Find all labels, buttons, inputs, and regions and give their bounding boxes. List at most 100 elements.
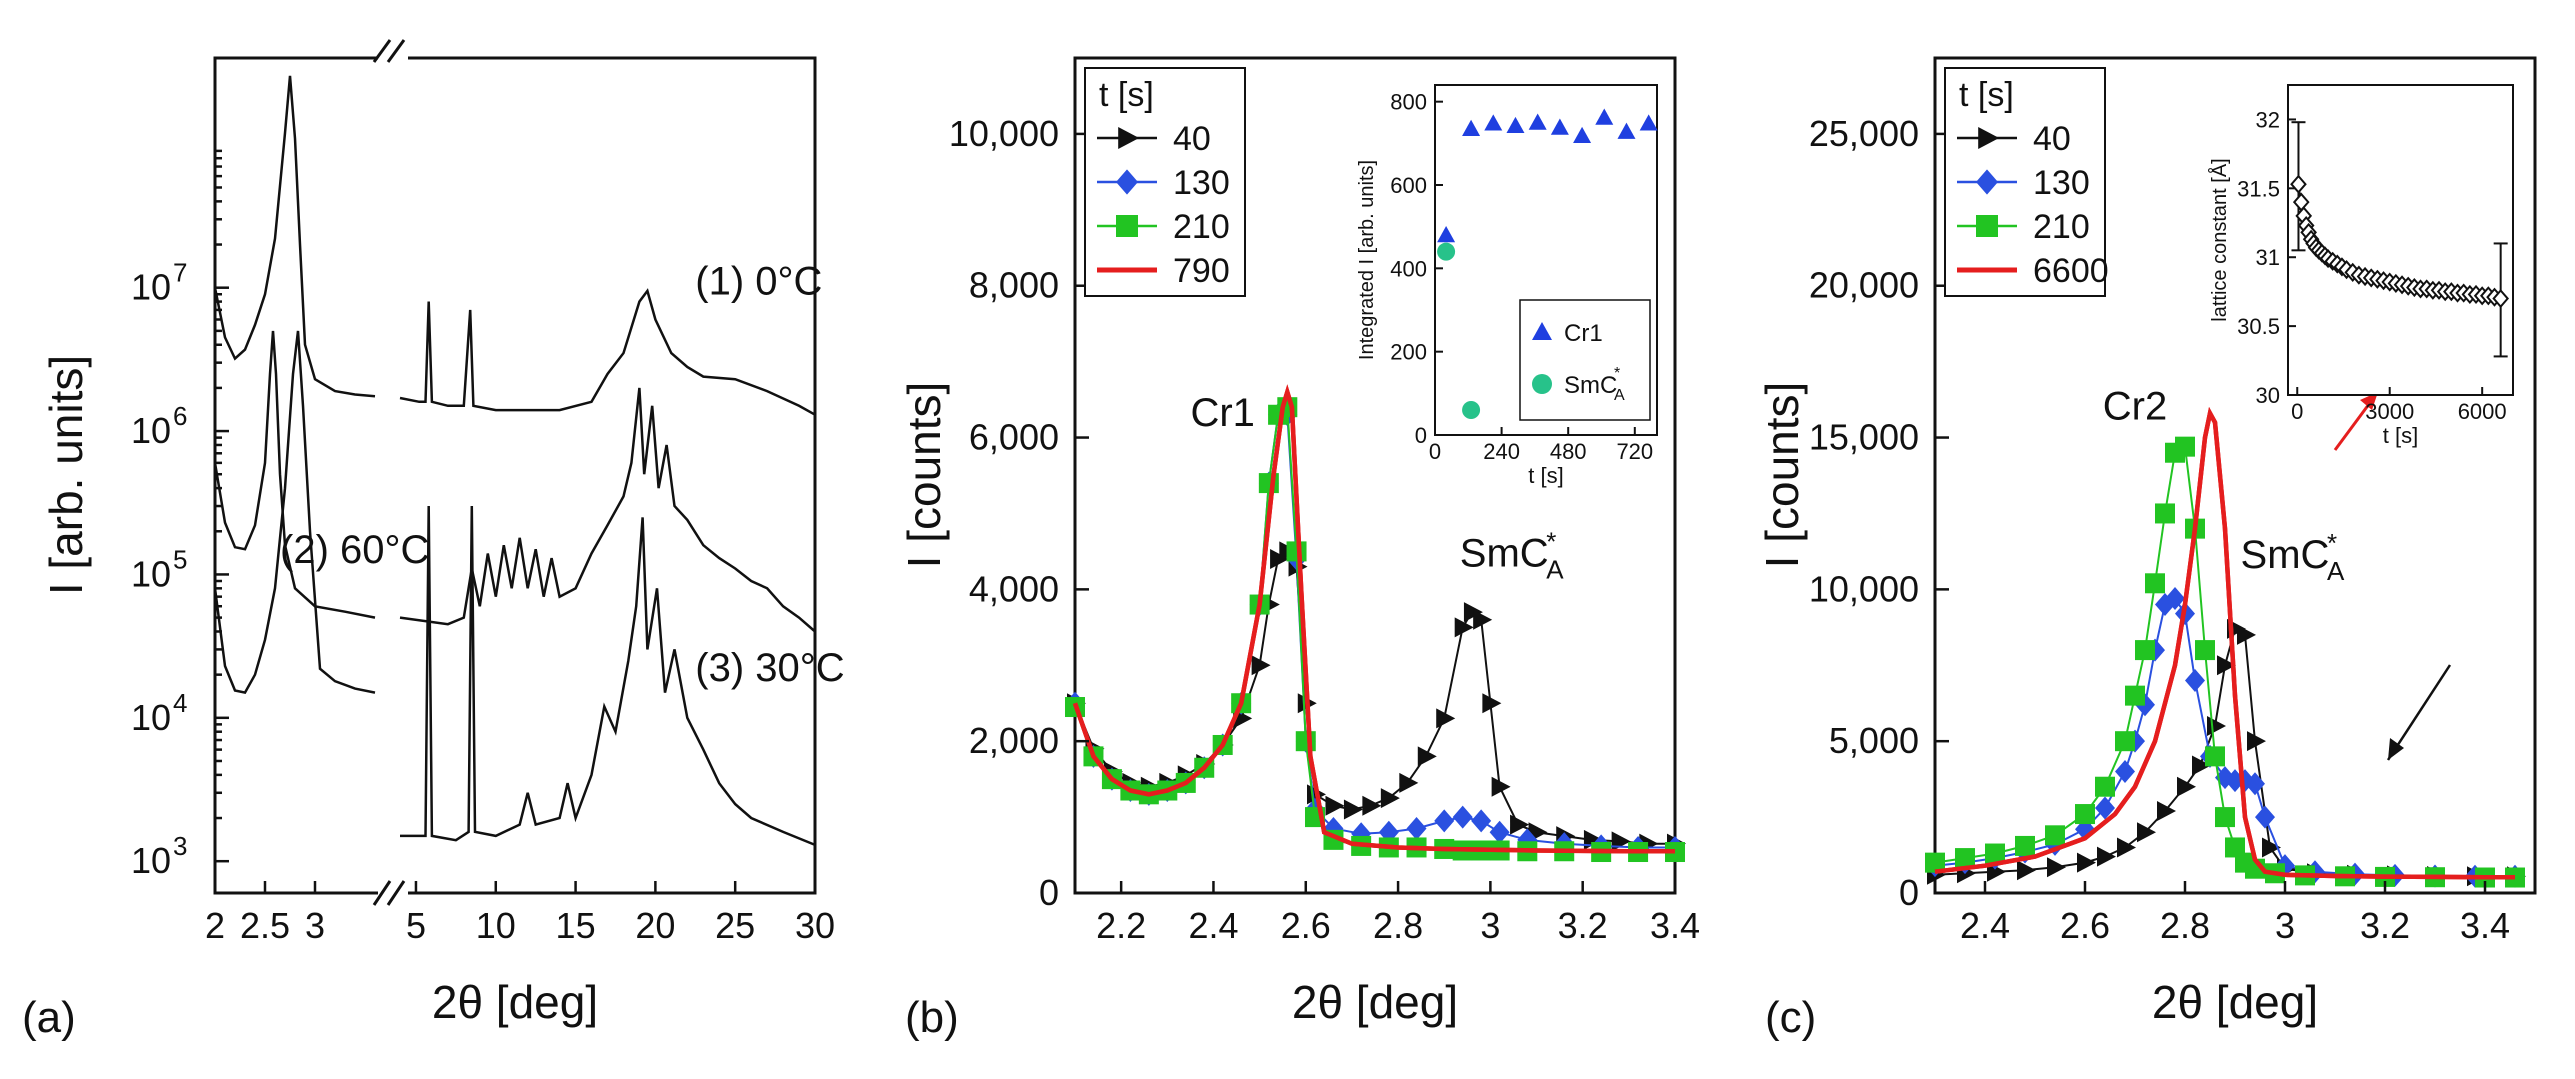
panel-b-xtick-label: 2.6 (1281, 905, 1331, 946)
panel-b-inset-legend-entry: Cr1 (1564, 320, 1603, 347)
panel-b-legend-title: t [s] (1099, 76, 1154, 114)
panel-c-series-130-point (2245, 772, 2265, 796)
panel-c-inset-ytick-label: 31 (2256, 245, 2280, 270)
panel-b-ytick-label: 2,000 (969, 720, 1059, 761)
panel-b-xtick-label: 2.2 (1096, 905, 1146, 946)
panel-c-series-210-point (2095, 776, 2115, 797)
panel-c-series-210-point (1925, 852, 1945, 873)
panel-c-xtick-label: 3.2 (2360, 905, 2410, 946)
panel-c-series-210-point (2215, 807, 2235, 828)
panel-b-series-40-point (1399, 772, 1419, 793)
panel-b-series-40-point (1362, 795, 1382, 816)
panel-b-series-130-point (1489, 820, 1510, 844)
panel-c-inset: 0 3000 6000 30 30.5 31 31.5 32 t [s] lattice cons… (2208, 84, 2514, 448)
panel-a-xtick-label: 15 (556, 905, 596, 946)
panel-c-series-40-point (2117, 837, 2136, 858)
panel-a-ytick-label: 10 (131, 267, 171, 308)
panel-c-series-210-point (2015, 835, 2035, 856)
panel-b-series-130-point (1434, 809, 1455, 833)
panel-b-inset-xtick-label: 720 (1616, 439, 1653, 464)
panel-a-ytick-exponent: 7 (173, 258, 187, 288)
panel-c-series-40-point (2047, 857, 2066, 878)
panel-b-inset-series-0-point (1639, 114, 1658, 131)
panel-c-series-130-point (2115, 760, 2135, 784)
panel-b-series-40-point (1482, 693, 1502, 714)
panel-b-inset-series-0-point (1573, 126, 1592, 144)
panel-b-ytick-label: 0 (1039, 872, 1059, 913)
panel-c-frame (1933, 56, 2537, 895)
panel-b-ytick-label: 6,000 (969, 417, 1059, 458)
panel-b-xtick-label: 2.4 (1188, 905, 1238, 946)
panel-b-inset-series-0-point (1506, 116, 1525, 134)
panel-b-inset-ytick-label: 800 (1390, 90, 1427, 115)
panel-a-ytick-label: 10 (131, 697, 171, 738)
panel-b-legend-swatch-marker (1116, 169, 1138, 195)
panel-c-series-210-point (2075, 804, 2095, 825)
panel-b-annotations: Cr1 SmC*A (1190, 391, 1564, 584)
panel-b-inset-ylabel: Integrated I [arb. units] (1356, 160, 1378, 360)
panel-b-inset-series-0-point (1462, 119, 1481, 136)
panel-b-xlabel: 2θ [deg] (1292, 976, 1458, 1028)
panel-c-series-210-point (1985, 843, 2005, 864)
panel-b-series-130-point (1452, 805, 1473, 829)
panel-b-inset-series-1-point (1437, 242, 1456, 261)
panel-b-ytick-label: 4,000 (969, 568, 1059, 609)
panel-c-legend-swatch-marker (1976, 169, 1998, 195)
panel-b-legend-entry: 790 (1173, 252, 1230, 290)
panel-c-ytick-label: 5,000 (1829, 720, 1919, 761)
panel-b-legend-swatch-marker (1118, 127, 1140, 149)
panel-c-annotations: Cr2 SmC*A (2103, 384, 2452, 761)
panel-c-series-210-point (2195, 640, 2215, 661)
panel-b-inset-series-0-point (1617, 122, 1636, 139)
panel-b-inset: 0 240 480 720 0 200 400 600 800 t [s] Integrated I… (1356, 84, 1658, 488)
panel-b-annotation-sub: A (1546, 555, 1564, 585)
panel-a-ytick-exponent: 4 (173, 688, 187, 718)
panel-a-ylabel: I [arb. units] (40, 355, 92, 595)
panel-b-legend-swatch-marker (1116, 215, 1138, 237)
panel-b-inset-legend-sub: A (1614, 387, 1625, 404)
axis-break-top (372, 39, 408, 74)
panel-b-series-40-point (1380, 788, 1400, 809)
panel-a-series-1-wide-angle-line (399, 288, 816, 416)
panel-b-series-210-point (1286, 541, 1307, 562)
panel-b-annotation-smc: SmC (1460, 532, 1549, 576)
panel-a-ytick-label: 10 (131, 553, 171, 594)
panel-c-label: (c) (1765, 993, 1816, 1042)
panel-c-series-40-point (2077, 852, 2096, 873)
panel-c-series-40-point (2017, 860, 2036, 881)
panel-b-inset-series-0-point (1528, 113, 1547, 130)
panel-c-series-layer (1925, 406, 2526, 888)
panel-b-inset-legend-marker (1532, 374, 1552, 394)
panel-b-inset-legend-box (1519, 299, 1651, 421)
panel-c-legend-title: t [s] (1959, 76, 2014, 114)
panel-c-legend-entry: 6600 (2033, 252, 2109, 290)
panel-b-series-210-point (1295, 731, 1316, 752)
panel-c-inset-ytick-label: 30 (2256, 383, 2280, 408)
panel-c: 2.4 2.6 2.8 3 3.2 3.4 0 5,000 10,000 15,000 20,000… (1756, 56, 2537, 1042)
panel-c-series-210-point (2175, 436, 2195, 457)
panel-b-inset-series-0-point (1437, 226, 1456, 243)
panel-b-series-40-point (1343, 799, 1363, 820)
panel-b-ytick-label: 10,000 (949, 113, 1059, 154)
panel-a-ytick-exponent: 6 (173, 401, 187, 431)
panel-c-legend: t [s] 40 130 210 6600 (1944, 67, 2109, 297)
panel-b-xtick-label: 3.2 (1558, 905, 1608, 946)
panel-b-series-790-line-top (1072, 384, 1675, 854)
panel-a-series-labels: (1) 0°C (2) 60°C (3) 30°C (280, 259, 845, 690)
panel-b-series-layer (1065, 384, 1686, 863)
panel-b-series-40-point (1510, 814, 1530, 835)
panel-c-red-arrowhead (2360, 392, 2378, 410)
panel-b-series-40-point (1473, 609, 1493, 630)
panel-a-series-1-low-angle-line (213, 75, 376, 398)
panel-b-series-130-point (1471, 809, 1492, 833)
panel-c-legend-swatch-marker (1978, 127, 2000, 149)
panel-c-series-210-point (2225, 837, 2245, 858)
panel-a-xtick-label: 10 (476, 905, 516, 946)
panel-b-xtick-label: 3.4 (1650, 905, 1700, 946)
panel-b-inset-xtick-label: 240 (1483, 439, 1520, 464)
panel-a-series-3-low-angle-line (213, 330, 376, 695)
panel-b-annotation-cr1: Cr1 (1190, 391, 1254, 435)
panel-c-series-40-point (2177, 776, 2196, 797)
